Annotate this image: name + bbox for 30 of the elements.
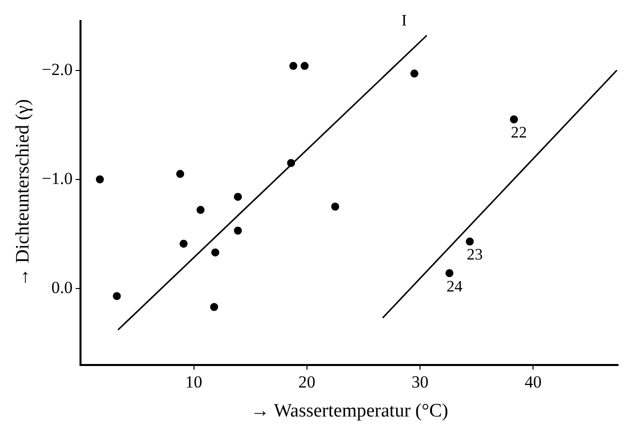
point	[234, 226, 242, 235]
point	[466, 238, 474, 246]
point	[234, 192, 242, 201]
point	[211, 248, 220, 256]
point	[112, 292, 121, 300]
point	[287, 159, 296, 168]
point	[176, 170, 184, 178]
annotation: 24	[446, 278, 462, 296]
point	[180, 240, 188, 248]
y-tick-label: −1.0	[42, 168, 73, 188]
point	[445, 269, 454, 278]
y-tick-label: 0.0	[51, 278, 73, 297]
point	[210, 302, 218, 311]
y-axis-title: → Dichteunterschied (γ)	[12, 99, 34, 287]
x-tick-label: 40	[524, 372, 542, 392]
x-tick-label: 10	[185, 372, 202, 392]
point	[96, 175, 104, 184]
x-tick-label: 20	[298, 372, 316, 392]
y-tick-label: −2.0	[42, 60, 73, 79]
annotation: 23	[466, 246, 483, 264]
annotation: I	[401, 12, 407, 30]
point	[331, 202, 340, 211]
point	[510, 115, 518, 124]
point	[410, 70, 418, 78]
point	[289, 62, 298, 70]
x-axis-title: → Wassertemperatur (°C)	[250, 400, 448, 422]
annotation: 22	[510, 124, 527, 142]
point	[300, 62, 309, 70]
point	[196, 206, 205, 214]
x-tick-label: 30	[412, 372, 429, 392]
